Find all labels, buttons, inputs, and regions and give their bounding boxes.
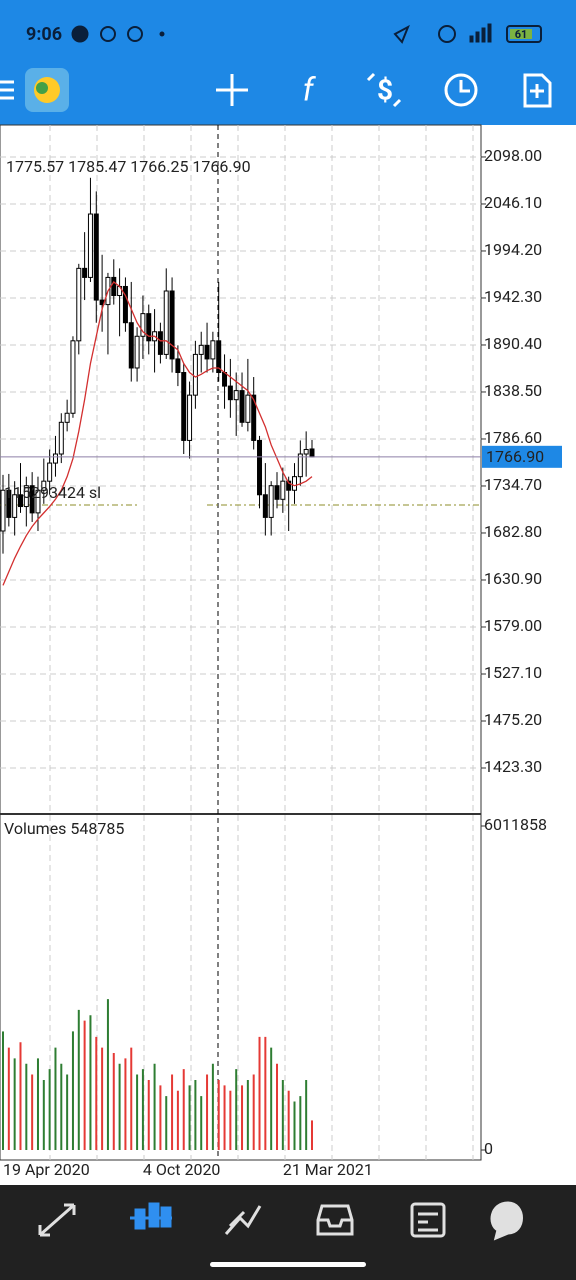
candle-body [87,213,93,278]
chart-tab[interactable] [130,1202,172,1230]
trade-button[interactable]: $ [366,72,402,108]
candle-body [23,485,29,508]
volume-title: Volumes 548785 [4,819,124,838]
candle-body [122,285,128,324]
candle-body [163,290,169,355]
candle-body [6,489,12,518]
y-tick-label: 1630.90 [484,569,542,588]
y-tick-label: 1890.40 [484,334,542,353]
chart-area [0,124,482,1161]
candle-body [216,340,222,374]
candle-body [286,480,292,491]
candle-body [111,276,117,297]
candle-body [140,313,146,337]
home-indicator [210,1262,366,1267]
news-tab[interactable] [410,1202,446,1238]
candle-body [181,372,187,441]
candle-body [17,494,23,508]
y-tick-label: 1423.30 [484,757,542,776]
battery-level: 61 [515,28,528,41]
y-tick-label: 0 [484,1139,493,1158]
candle-body [93,213,99,301]
status-icons [71,23,542,44]
history-tab[interactable] [316,1204,354,1236]
candle-body [64,412,70,423]
y-tick-label: 1475.20 [484,710,542,729]
y-tick-label: 1682.80 [484,522,542,541]
y-tick-label: 1734.70 [484,475,542,494]
candle-body [70,340,76,414]
candle-body [309,448,315,458]
candle-body [52,453,58,464]
x-tick-label: 21 Mar 2021 [283,1160,373,1179]
candle-body [157,331,163,355]
y-tick-label: 2098.00 [484,146,542,165]
candle-body [134,335,140,369]
y-tick-label: 1786.60 [484,428,542,447]
price-tag [482,445,562,468]
candle-body [280,480,286,500]
app-logo[interactable] [25,68,69,112]
crosshair-button[interactable] [216,74,248,106]
candle-body [29,485,35,514]
candle-body [12,494,18,518]
candle-body [274,485,280,500]
candle-body [169,290,175,360]
menu-button[interactable] [0,80,14,100]
candle-body [210,340,216,360]
candle-body [268,485,274,518]
candle-body [245,394,251,423]
x-tick-label: 19 Apr 2020 [3,1160,90,1179]
y-tick-label: 1994.20 [484,240,542,259]
price-tag-label: 1766.90 [486,447,544,466]
indicators-button[interactable]: f [303,70,317,108]
candle-body [233,390,239,401]
y-tick-label: 1942.30 [484,287,542,306]
timeframe-button[interactable] [444,73,478,107]
trade-tab[interactable] [224,1205,262,1235]
candle-body [187,394,193,441]
candle-body [47,462,53,482]
candle-body [41,480,47,491]
candle-body [58,421,64,455]
candle-body [239,390,245,423]
candle-body [76,267,82,342]
candle-body [262,494,268,518]
x-tick-label: 4 Oct 2020 [143,1160,221,1179]
y-tick-label: 1838.50 [484,381,542,400]
candle-body [128,322,134,369]
y-tick-label: 6011858 [484,815,547,834]
candle-body [146,313,152,342]
candle-body [192,353,198,396]
quotes-tab[interactable] [38,1203,76,1237]
y-tick-label: 1579.00 [484,616,542,635]
app-bar [0,0,576,125]
moving-average [2,280,313,586]
y-tick-label: 2046.10 [484,193,542,212]
messages-tab[interactable] [490,1201,523,1241]
candle-body [198,344,204,355]
candle-body [175,358,181,374]
candle-body [222,372,228,387]
candle-body [82,267,88,278]
svg-text:$: $ [377,73,393,106]
candle-body [297,453,303,478]
new-order-button[interactable] [523,73,552,108]
candle-body [303,448,309,455]
candle-body [292,476,297,491]
candle-body [251,394,257,441]
order-line-label: 115293424 sl [4,483,101,502]
y-tick-label: 1527.10 [484,663,542,682]
ohlc-label: 1775.57 1785.47 1766.25 1766.90 [6,157,251,176]
status-time: 9:06 [26,24,62,45]
candle-body [257,439,263,496]
candle-body [204,344,210,360]
candle-body [35,489,41,514]
candle-body [227,385,233,401]
candle-body [0,489,6,532]
